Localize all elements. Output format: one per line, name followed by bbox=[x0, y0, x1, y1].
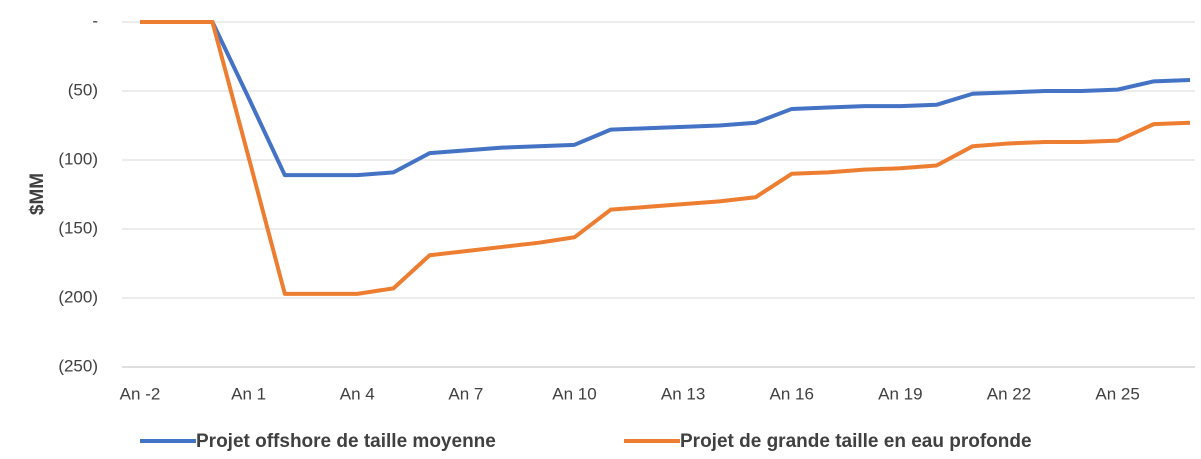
y-axis-label: $MM bbox=[27, 173, 48, 215]
x-tick-label: An 7 bbox=[448, 384, 483, 403]
legend-label: Projet offshore de taille moyenne bbox=[196, 431, 496, 452]
y-tick-label: (200) bbox=[58, 287, 98, 306]
x-tick-label: An 13 bbox=[661, 384, 705, 403]
y-tick-label: (100) bbox=[58, 149, 98, 168]
x-tick-label: An 19 bbox=[878, 384, 922, 403]
y-tick-label: (150) bbox=[58, 218, 98, 237]
y-tick-label: (50) bbox=[68, 80, 98, 99]
y-tick-label: - bbox=[92, 11, 98, 30]
x-tick-label: An 25 bbox=[1095, 384, 1139, 403]
x-tick-label: An 10 bbox=[552, 384, 596, 403]
series-line bbox=[140, 20, 1191, 296]
y-tick-label: (250) bbox=[58, 356, 98, 375]
x-tick-label: An 4 bbox=[340, 384, 375, 403]
legend-label: Projet de grande taille en eau profonde bbox=[680, 431, 1032, 452]
x-tick-label: An 22 bbox=[987, 384, 1031, 403]
series-line bbox=[140, 20, 1191, 178]
x-tick-label: An 1 bbox=[231, 384, 266, 403]
x-tick-label: An -2 bbox=[120, 384, 161, 403]
x-tick-label: An 16 bbox=[770, 384, 814, 403]
